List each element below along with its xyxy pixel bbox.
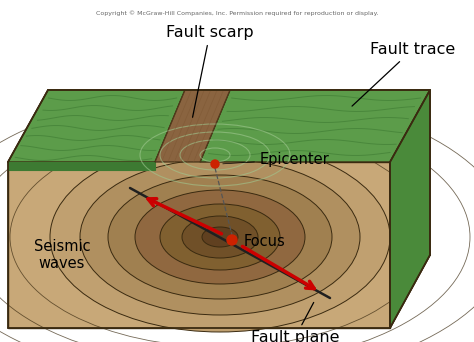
Ellipse shape bbox=[202, 227, 238, 247]
Polygon shape bbox=[390, 90, 430, 328]
Text: Seismic
waves: Seismic waves bbox=[34, 239, 91, 271]
Polygon shape bbox=[155, 90, 230, 162]
Text: Fault plane: Fault plane bbox=[251, 302, 339, 342]
Text: Copyright © McGraw-Hill Companies, Inc. Permission required for reproduction or : Copyright © McGraw-Hill Companies, Inc. … bbox=[96, 10, 378, 16]
Text: Fault scarp: Fault scarp bbox=[166, 25, 254, 117]
Polygon shape bbox=[8, 162, 155, 170]
Polygon shape bbox=[8, 90, 185, 162]
Ellipse shape bbox=[50, 142, 390, 332]
Text: Focus: Focus bbox=[244, 235, 286, 250]
Circle shape bbox=[211, 160, 219, 168]
Polygon shape bbox=[8, 162, 390, 328]
Text: Epicenter: Epicenter bbox=[223, 152, 330, 167]
Polygon shape bbox=[8, 90, 430, 162]
Polygon shape bbox=[390, 90, 430, 328]
Ellipse shape bbox=[160, 204, 280, 270]
Ellipse shape bbox=[182, 216, 258, 258]
Ellipse shape bbox=[80, 159, 360, 315]
Ellipse shape bbox=[108, 175, 332, 299]
Ellipse shape bbox=[135, 190, 305, 284]
Text: Fault trace: Fault trace bbox=[352, 42, 455, 106]
Polygon shape bbox=[200, 90, 430, 162]
Circle shape bbox=[227, 235, 237, 245]
